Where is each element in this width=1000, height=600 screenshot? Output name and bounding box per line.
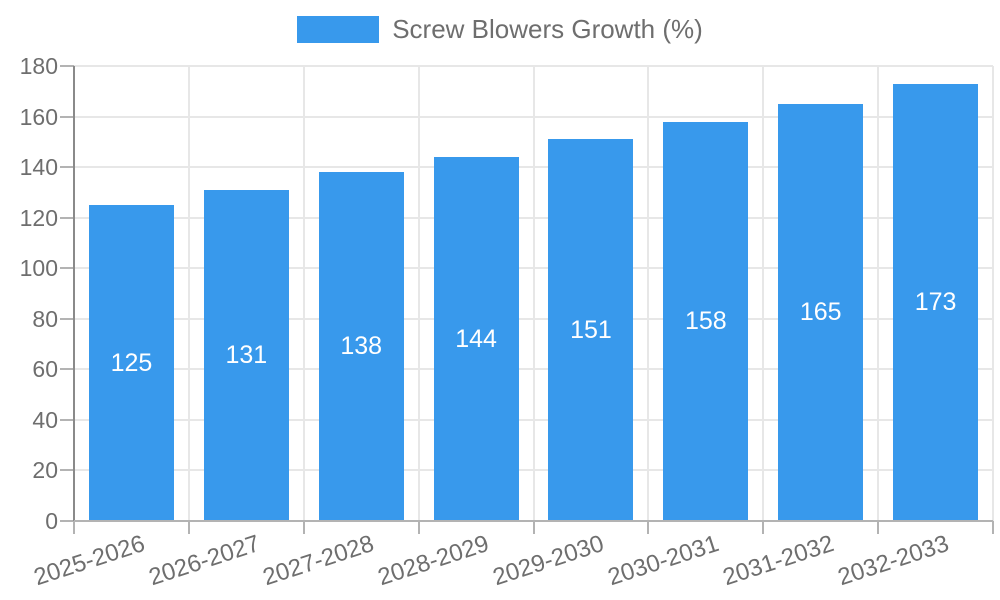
x-gridline bbox=[417, 66, 420, 521]
y-tick-mark bbox=[60, 267, 74, 270]
x-tick-label: 2029-2030 bbox=[489, 530, 608, 592]
y-tick-label: 140 bbox=[19, 154, 58, 181]
x-tick-mark bbox=[73, 521, 75, 534]
bar-value-label: 125 bbox=[110, 348, 153, 377]
y-tick-mark bbox=[60, 469, 74, 472]
x-tick-label: 2031-2032 bbox=[719, 530, 838, 592]
y-tick-mark bbox=[60, 115, 74, 118]
chart-legend[interactable]: Screw Blowers Growth (%) bbox=[0, 14, 1000, 45]
y-tick-label: 20 bbox=[32, 457, 58, 484]
x-tick-label: 2030-2031 bbox=[604, 530, 723, 592]
y-tick-label: 80 bbox=[32, 305, 58, 332]
x-gridline bbox=[992, 66, 994, 521]
x-tick-mark bbox=[762, 521, 765, 534]
x-tick-label: 2026-2027 bbox=[145, 530, 263, 592]
y-tick-label: 0 bbox=[45, 508, 58, 534]
x-axis-line bbox=[74, 520, 993, 522]
bar-value-label: 138 bbox=[340, 332, 383, 361]
x-tick-mark bbox=[417, 521, 420, 534]
y-tick-label: 180 bbox=[19, 53, 58, 79]
x-gridline bbox=[187, 66, 190, 521]
x-tick-mark bbox=[187, 521, 190, 534]
bar[interactable]: 131 bbox=[203, 189, 289, 521]
bar-value-label: 165 bbox=[799, 297, 842, 326]
y-tick-mark bbox=[60, 317, 74, 320]
bar[interactable]: 125 bbox=[88, 205, 174, 521]
y-tick-mark bbox=[60, 368, 74, 371]
y-tick-label: 160 bbox=[19, 103, 58, 130]
y-tick-mark bbox=[60, 216, 74, 219]
y-tick-label: 120 bbox=[19, 204, 58, 231]
x-gridline bbox=[877, 66, 880, 521]
x-tick-label: 2028-2029 bbox=[374, 530, 493, 592]
bar[interactable]: 151 bbox=[548, 139, 634, 521]
bar-value-label: 131 bbox=[225, 340, 268, 369]
bar[interactable]: 158 bbox=[663, 121, 749, 521]
y-tick-mark bbox=[60, 418, 74, 421]
x-gridline bbox=[532, 66, 535, 521]
legend-swatch bbox=[297, 16, 380, 43]
x-gridline bbox=[647, 66, 650, 521]
x-tick-mark bbox=[992, 521, 994, 534]
bar-value-label: 151 bbox=[570, 315, 612, 344]
bar[interactable]: 173 bbox=[893, 83, 979, 521]
bar[interactable]: 138 bbox=[318, 172, 404, 521]
y-tick-mark bbox=[60, 520, 74, 522]
y-tick-mark bbox=[60, 65, 74, 67]
x-gridline bbox=[762, 66, 765, 521]
y-tick-label: 40 bbox=[32, 406, 58, 433]
y-tick-label: 100 bbox=[19, 255, 58, 282]
bar[interactable]: 144 bbox=[433, 157, 519, 521]
bar-value-label: 158 bbox=[684, 306, 727, 335]
x-tick-label: 2027-2028 bbox=[260, 530, 378, 592]
bar-value-label: 144 bbox=[455, 324, 497, 353]
x-tick-mark bbox=[532, 521, 535, 534]
bar[interactable]: 165 bbox=[778, 103, 864, 521]
y-tick-label: 60 bbox=[32, 356, 58, 383]
x-tick-label: 2032-2033 bbox=[834, 530, 952, 592]
x-tick-mark bbox=[877, 521, 880, 534]
y-tick-mark bbox=[60, 166, 74, 169]
x-tick-mark bbox=[302, 521, 305, 534]
legend-label: Screw Blowers Growth (%) bbox=[392, 14, 703, 44]
y-axis-line bbox=[73, 66, 75, 521]
x-tick-label: 2025-2026 bbox=[30, 530, 148, 592]
x-tick-mark bbox=[647, 521, 650, 534]
x-gridline bbox=[302, 66, 305, 521]
bar-value-label: 173 bbox=[914, 287, 957, 316]
